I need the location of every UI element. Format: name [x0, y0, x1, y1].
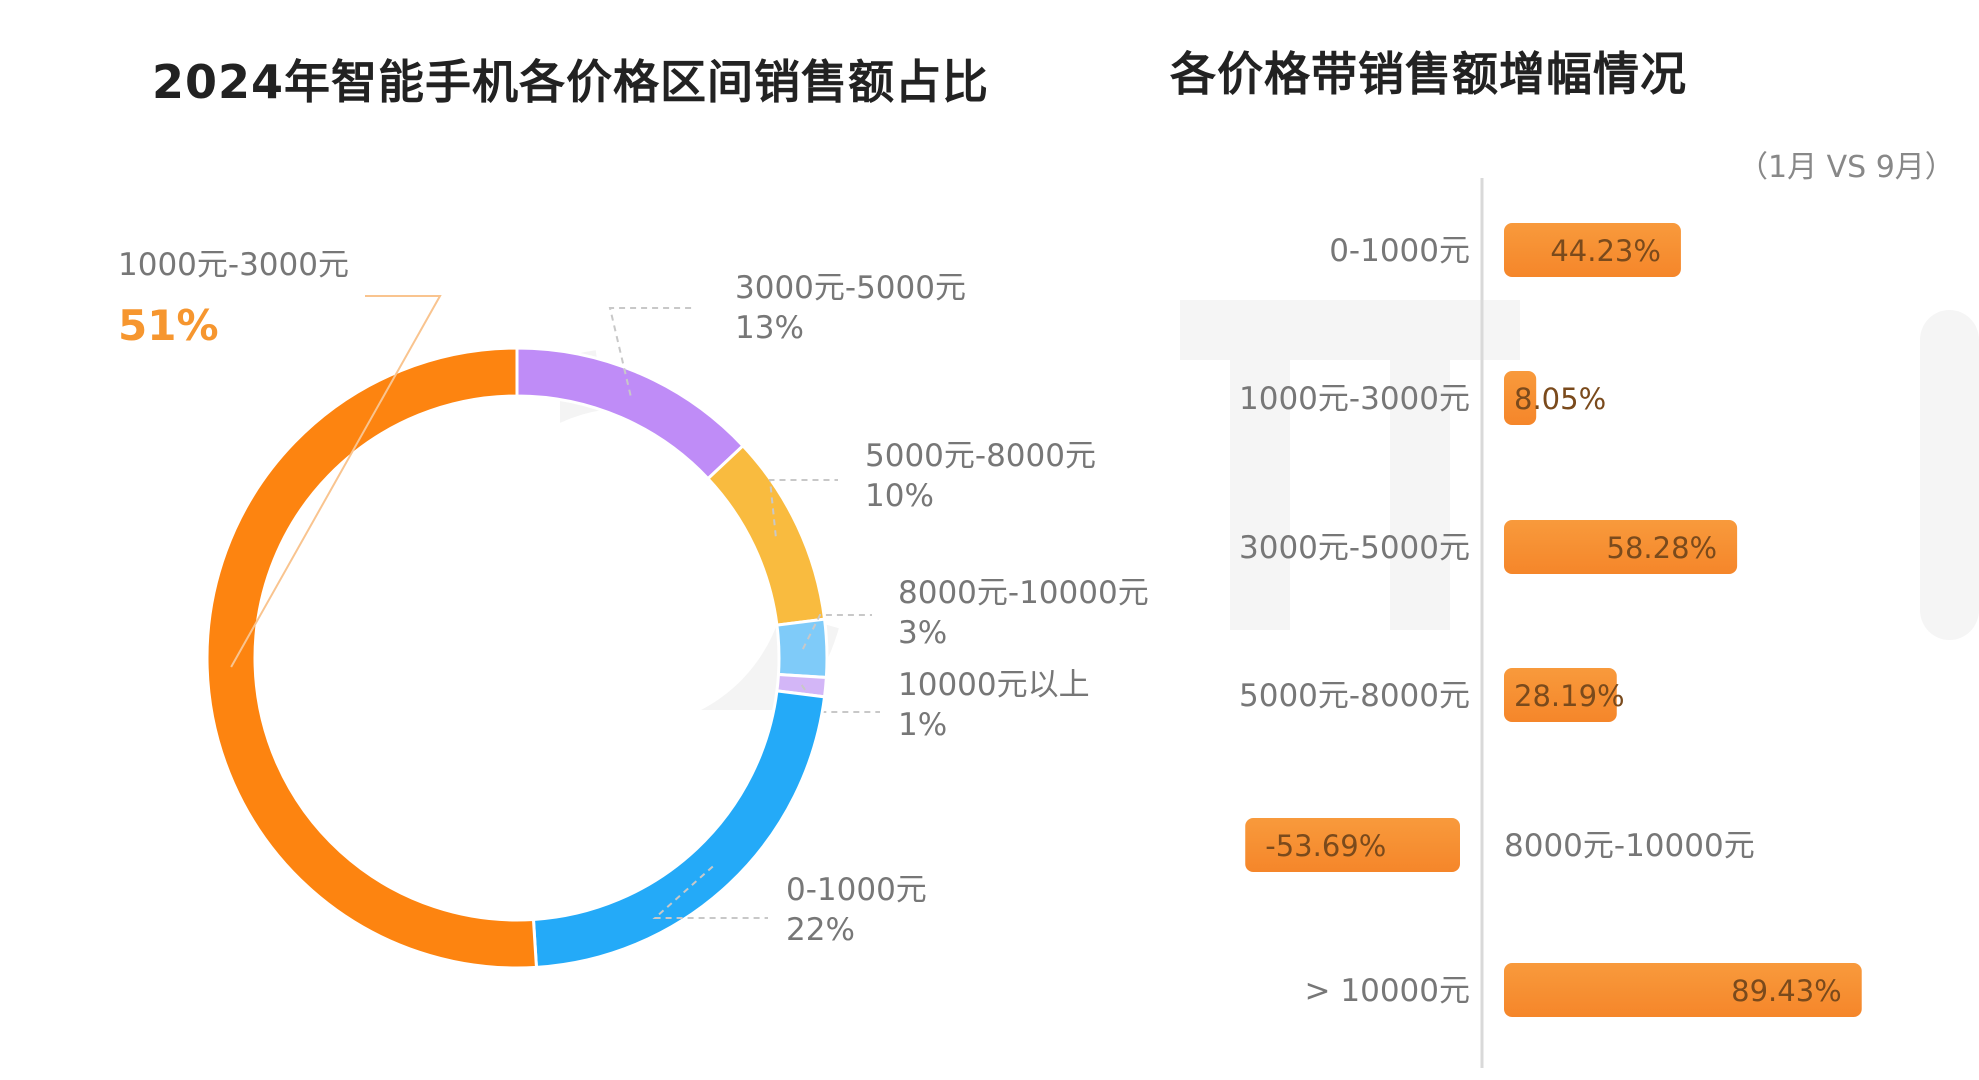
- bar: [1245, 818, 1460, 872]
- category-label: 0-1000元: [1329, 233, 1470, 269]
- slice-label: 3000元-5000元: [735, 270, 966, 306]
- slice-value-label: 3%: [898, 615, 947, 651]
- category-label: 5000元-8000元: [1239, 678, 1470, 714]
- bar: [1504, 223, 1681, 277]
- slice-label: 10000元以上: [898, 667, 1090, 703]
- bar: [1504, 371, 1537, 425]
- bar-chart-title: 各价格带销售额增幅情况: [1170, 47, 1687, 101]
- bar: [1504, 963, 1862, 1017]
- leader-line: [652, 865, 768, 919]
- value-label: 28.19%: [1514, 679, 1625, 713]
- donut-chart: 3000元-5000元 13% 5000元-8000元 10% 8000元-10000元…: [118, 247, 1149, 970]
- category-label: 3000元-5000元: [1239, 530, 1470, 566]
- slice-value-label: 10%: [865, 478, 934, 514]
- value-label: 58.28%: [1607, 531, 1718, 565]
- value-label: 8.05%: [1514, 382, 1606, 416]
- donut-chart-title: 2024年智能手机各价格区间销售额占比: [152, 55, 990, 109]
- donut-slice: [775, 617, 829, 680]
- leader-line: [230, 295, 442, 668]
- donut-slice: [205, 346, 539, 970]
- slice-value-label: 13%: [735, 310, 804, 346]
- slice-value-label: 1%: [898, 707, 947, 743]
- leader-line: [801, 614, 872, 650]
- value-label: -53.69%: [1265, 829, 1386, 863]
- donut-slice: [705, 443, 827, 627]
- slice-value-label: 51%: [118, 301, 219, 350]
- leader-line: [608, 307, 692, 396]
- donut-slice: [515, 346, 746, 481]
- bar-chart: 0-1000元 44.23% 1000元-3000元 8.05% 3000元-5000元…: [1239, 178, 1862, 1068]
- value-label: 89.43%: [1731, 974, 1842, 1008]
- slice-label: 0-1000元: [786, 872, 927, 908]
- bar: [1504, 668, 1617, 722]
- category-label: 8000元-10000元: [1504, 828, 1755, 864]
- bar-chart-subtitle: （1月 VS 9月）: [1738, 150, 1955, 185]
- category-label: > 10000元: [1305, 973, 1470, 1009]
- slice-label: 8000元-10000元: [898, 575, 1149, 611]
- category-label: 1000元-3000元: [1239, 381, 1470, 417]
- bar: [1504, 520, 1738, 574]
- slice-value-label: 22%: [786, 912, 855, 948]
- slice-label: 1000元-3000元: [118, 247, 349, 283]
- slice-label: 5000元-8000元: [865, 438, 1096, 474]
- value-label: 44.23%: [1550, 234, 1661, 268]
- donut-slice: [531, 689, 827, 969]
- leader-line: [768, 479, 838, 537]
